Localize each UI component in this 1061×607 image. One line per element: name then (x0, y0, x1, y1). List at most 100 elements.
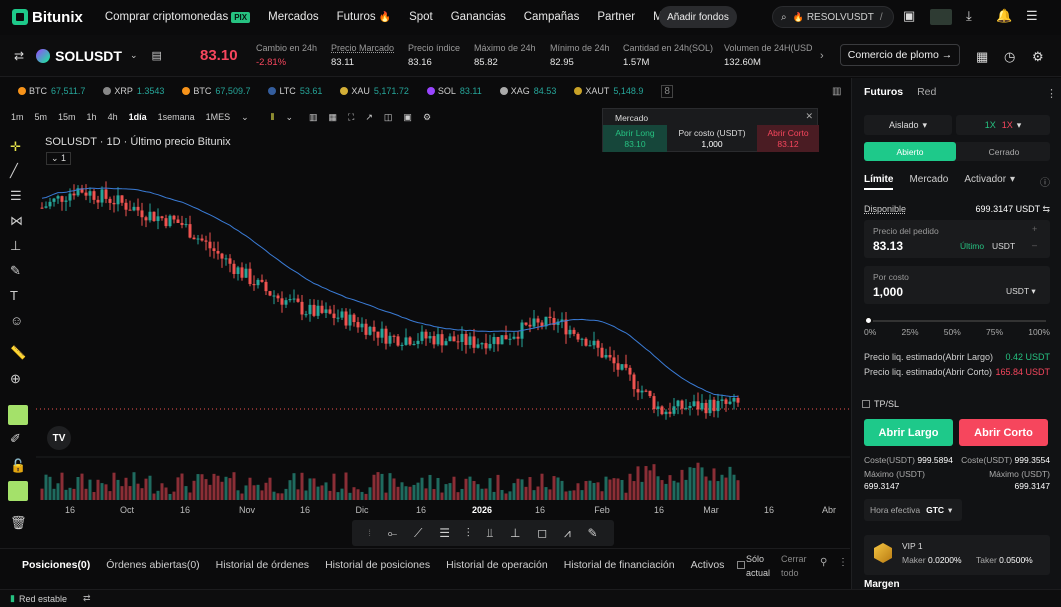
brush-icon[interactable]: ✎ (10, 263, 21, 278)
slider-mark[interactable]: 100% (1028, 327, 1050, 337)
tab-open-orders[interactable]: Órdenes abiertas(0) (106, 558, 200, 571)
more-vertical-icon[interactable]: ⋮ (838, 557, 848, 568)
quick-open-long-button[interactable]: Abrir Long 83.10 (603, 125, 667, 152)
tab-market[interactable]: Mercado (909, 174, 949, 185)
slider-mark[interactable]: 0% (864, 327, 877, 337)
transfer-icon[interactable]: ⇆ (1042, 204, 1050, 214)
lock-icon[interactable]: 🔓 (10, 458, 27, 473)
calculator-icon[interactable]: ▦ (976, 49, 989, 64)
tab-positions[interactable]: Posiciones(0) (22, 558, 91, 571)
leverage-slider[interactable] (864, 315, 1050, 329)
price-last-button[interactable]: Último (960, 241, 985, 251)
rect-icon[interactable]: ◻ (537, 526, 548, 540)
tab-limit[interactable]: Límite (864, 174, 894, 190)
quick-cost-input[interactable]: Por costo (USDT) 1,000 (669, 125, 755, 152)
quick-open-short-button[interactable]: Abrir Corto 83.12 (757, 125, 819, 152)
close-all-button[interactable]: Cerrar todo (781, 554, 807, 578)
swap-icon[interactable]: ⇄ (14, 48, 25, 63)
slider-mark[interactable]: 25% (901, 327, 919, 337)
path-icon[interactable]: ⩘ (563, 525, 571, 540)
pattern-icon[interactable]: ⋈ (10, 213, 23, 228)
symbol-selector[interactable]: ⇄ SOLUSDT ⌄ ▤ (14, 48, 162, 64)
slider-mark[interactable]: 75% (985, 327, 1003, 337)
tab-assets[interactable]: Activos (690, 558, 725, 571)
fullscreen-icon[interactable]: ⛶ (348, 111, 355, 122)
slider-thumb[interactable] (864, 316, 873, 325)
layout-icon[interactable]: ▦ (328, 111, 338, 122)
timer-icon[interactable]: ◷ (1004, 49, 1016, 64)
only-current-checkbox[interactable] (737, 561, 745, 569)
magnet-icon[interactable] (8, 405, 28, 425)
margin-mode-selector[interactable]: Aislado ▾ (864, 115, 952, 135)
price-chart[interactable]: SOLUSDT · 1D · Último precio Bitunix ⌄ 1… (36, 130, 850, 520)
tab-trigger[interactable]: Activador (964, 174, 1007, 185)
tab-network[interactable]: Red (917, 86, 937, 98)
settings-toggle-icon[interactable]: ⇄ (83, 593, 91, 603)
ticker-item[interactable]: BTC 67,509.7 (182, 86, 250, 96)
caret-down-icon[interactable]: ▾ (1010, 174, 1016, 185)
tpsl-checkbox[interactable]: TP/SL (862, 399, 899, 409)
parallel-icon[interactable]: ☰ (439, 526, 450, 540)
order-price-input[interactable]: Precio del pedido 83.13 Último USDT + – (864, 220, 1050, 258)
menu-item-partner[interactable]: Partner (597, 11, 635, 23)
open-short-button[interactable]: Abrir Corto (959, 419, 1048, 446)
chart-settings-icon[interactable]: ⚙ (422, 111, 432, 122)
channel-icon[interactable]: ⫶ (466, 525, 470, 540)
tf-4h[interactable]: 4h (107, 112, 118, 122)
menu-icon[interactable]: ☰ (1026, 8, 1038, 23)
visibility-icon[interactable] (8, 481, 28, 501)
lead-trading-button[interactable]: Comercio de plomo → (840, 44, 960, 66)
text-icon[interactable]: T (10, 288, 18, 303)
tab-order-history[interactable]: Historial de órdenes (215, 558, 310, 571)
drag-handle-icon[interactable]: ⁞ (368, 528, 371, 538)
ticker-item[interactable]: LTC 53.61 (268, 86, 322, 96)
ticker-item[interactable]: BTC 67,511.7 (18, 86, 85, 96)
vline-icon[interactable]: ⊥ (510, 526, 521, 540)
grid-toggle-icon[interactable]: ▥ (832, 85, 842, 97)
chevron-down-icon[interactable]: ⌄ (285, 111, 294, 122)
time-in-force-selector[interactable]: Hora efectiva GTC ▾ (864, 499, 962, 521)
crosshair-icon[interactable]: ✛ (10, 139, 21, 154)
snapshot-icon[interactable]: ◫ (383, 111, 393, 122)
checkbox-box[interactable] (862, 400, 870, 408)
ticker-item[interactable]: SOL 83.11 (426, 86, 482, 96)
trendline-icon[interactable]: ⟋ (414, 525, 423, 540)
minus-icon[interactable]: – (1032, 240, 1038, 250)
plus-icon[interactable]: + (1032, 224, 1038, 234)
more-vertical-icon[interactable]: ⋮ (1046, 88, 1057, 100)
settings-icon[interactable]: ⚙ (1032, 49, 1044, 64)
screenshot-icon[interactable]: ▣ (403, 111, 412, 122)
zoom-icon[interactable]: ⊕ (10, 371, 21, 386)
hline-icon[interactable]: ⟜ (387, 525, 398, 540)
tab-close[interactable]: Cerrado (988, 146, 1020, 157)
menu-item-spot[interactable]: Spot (409, 11, 433, 23)
external-icon[interactable]: ↗ (365, 111, 373, 122)
candle-type-icon[interactable]: ⫴ (270, 111, 275, 122)
ticker-item[interactable]: XRP 1.3543 (103, 86, 164, 96)
vip-fee-card[interactable]: VIP 1 Maker 0.0200% Taker 0.0500% (864, 535, 1050, 575)
ticker-item[interactable]: XAG 84.53 (499, 86, 556, 96)
chevron-down-icon[interactable]: ⌄ (241, 111, 249, 122)
menu-item-comprar[interactable]: Comprar criptomonedas PIX (105, 11, 251, 23)
wallet-icon[interactable]: ▣ (903, 8, 916, 23)
tab-open[interactable]: Abierto (864, 142, 956, 161)
clipboard-icon[interactable]: ▤ (151, 50, 162, 62)
emoji-icon[interactable]: ☺ (10, 313, 24, 328)
filter-icon[interactable]: ⚲ (820, 557, 828, 568)
open-long-button[interactable]: Abrir Largo (864, 419, 953, 446)
fib-icon[interactable]: ⫫ (486, 525, 494, 540)
download-icon[interactable]: ⤓ (966, 8, 972, 23)
bell-icon[interactable]: 🔔 (996, 8, 1013, 23)
tf-5m[interactable]: 5m (34, 112, 48, 122)
indicator-toggle[interactable]: ⌄ 1 (46, 152, 72, 165)
fib-icon[interactable]: ⊥ (10, 238, 22, 253)
close-icon[interactable]: ✕ (805, 111, 813, 121)
brand-logo[interactable]: Bitunix (12, 9, 83, 26)
menu-item-mercados[interactable]: Mercados (268, 11, 319, 23)
chevron-right-icon[interactable]: › (820, 50, 824, 62)
info-icon[interactable]: ⓘ (1040, 178, 1050, 189)
menu-item-ganancias[interactable]: Ganancias (451, 11, 506, 23)
trash-icon[interactable]: 🗑 (10, 515, 27, 530)
tf-1h[interactable]: 1h (86, 112, 97, 122)
ticker-item[interactable]: XAUT 5,148.9 (574, 86, 643, 96)
